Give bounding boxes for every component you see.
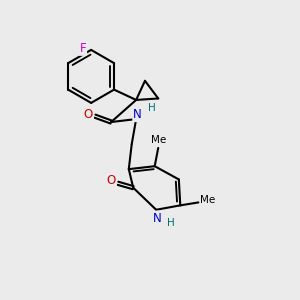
Text: O: O [84,108,93,121]
Text: N: N [153,212,162,224]
Text: Me: Me [200,195,216,205]
Text: N: N [133,108,142,121]
Text: H: H [148,103,155,113]
Text: Me: Me [151,135,166,145]
Text: F: F [80,42,86,55]
Text: H: H [167,218,175,228]
Text: O: O [107,174,116,188]
